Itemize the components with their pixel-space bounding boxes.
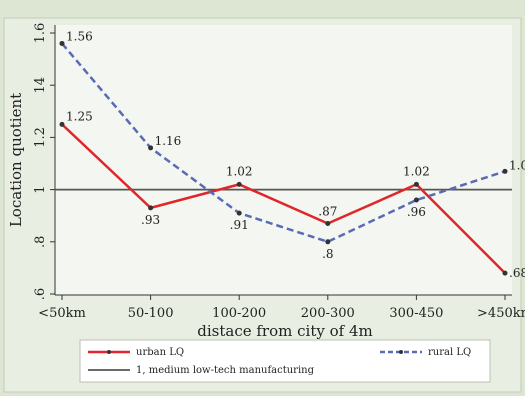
x-tick-label: <50km (38, 306, 86, 321)
series-line-1 (61, 42, 506, 244)
data-label: .68 (509, 266, 525, 280)
data-label: .91 (230, 218, 249, 232)
data-label: 1.16 (155, 134, 182, 148)
x-tick-label: 200-300 (301, 306, 355, 321)
x-tick-label: >450km (477, 306, 525, 321)
y-tick-label: 1.6 (33, 23, 48, 44)
data-label: .87 (318, 205, 337, 219)
y-axis-title: Location quotient (7, 93, 25, 227)
series-line-0 (61, 123, 506, 275)
data-point (325, 221, 331, 227)
data-point (236, 210, 242, 216)
data-label: 1.25 (66, 109, 93, 123)
data-label: .8 (322, 247, 333, 261)
data-point (236, 181, 242, 187)
legend-box (79, 339, 491, 383)
x-tick-label: 50-100 (128, 306, 174, 321)
data-point (148, 145, 154, 151)
axes: .6 .8 1 1.2 14 1.6 <50km 50-100 100-200 200-300 30… (33, 23, 525, 321)
x-tick-label: 300-450 (389, 306, 443, 321)
data-point (148, 205, 154, 211)
data-label: 1.56 (66, 29, 93, 43)
legend-label-urban: urban LQ (136, 347, 184, 358)
y-tick-label: 1 (33, 185, 48, 193)
legend-label-rural: rural LQ (428, 347, 471, 358)
data-point (59, 40, 65, 46)
data-label: 1.0 (509, 158, 525, 172)
data-label: 1.02 (403, 164, 430, 178)
plot-area (55, 25, 512, 295)
x-tick-label: 100-200 (212, 306, 266, 321)
y-tick-label: 14 (33, 77, 48, 94)
legend-marker-urban (107, 350, 111, 354)
legend-marker-rural (399, 350, 403, 354)
y-tick-label: .6 (33, 288, 48, 300)
data-point (502, 270, 508, 276)
data-point (502, 168, 508, 174)
data-labels: 1.25 .93 1.02 .87 1.02 .68 1.56 1.16 .91 .8 .96 1.0 (66, 29, 525, 280)
y-tick-label: 1.2 (33, 127, 48, 148)
data-point (59, 121, 65, 127)
data-label: .96 (407, 205, 426, 219)
data-label: 1.02 (226, 164, 253, 178)
data-label: .93 (141, 213, 160, 227)
y-tick-label: .8 (33, 236, 48, 248)
legend: urban LQ rural LQ 1, medium low-tech man… (79, 339, 491, 383)
legend-label-reference: 1, medium low-tech manufacturing (136, 365, 315, 376)
series-layer (59, 40, 508, 276)
x-axis-title: distace from city of 4m (197, 322, 372, 340)
data-point (413, 197, 419, 203)
data-point (413, 181, 419, 187)
data-point (325, 239, 331, 245)
